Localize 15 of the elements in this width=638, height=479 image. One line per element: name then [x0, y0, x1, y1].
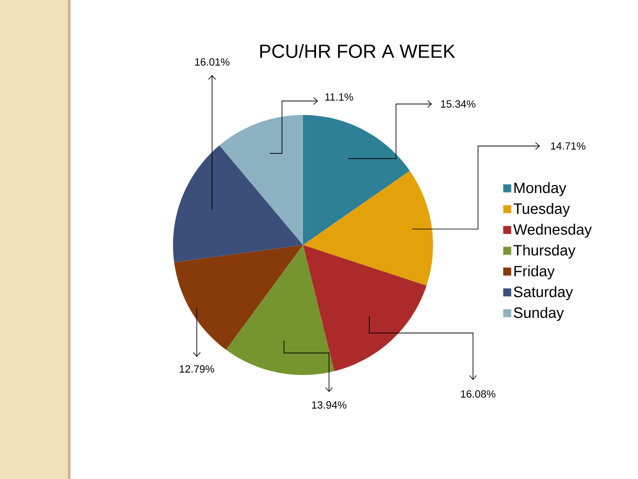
legend-label: Wednesday	[513, 224, 592, 238]
chart-title: PCU/HR FOR A WEEK	[260, 44, 456, 58]
data-label: 13.94%	[312, 401, 346, 409]
legend-label: Saturday	[514, 286, 573, 300]
data-label: 16.08%	[461, 390, 496, 398]
data-label: 14.71%	[551, 142, 586, 150]
legend-label: Friday	[514, 265, 555, 280]
data-label: 12.79%	[180, 365, 214, 373]
data-label: 11.1%	[325, 93, 354, 101]
legend-label: Thursday	[514, 244, 576, 259]
data-label: 16.01%	[195, 58, 230, 66]
legend-label: Sunday	[514, 307, 564, 321]
legend-label: Monday	[514, 182, 566, 196]
data-label: 15.34%	[441, 100, 476, 108]
legend-label: Tuesday	[514, 202, 570, 217]
